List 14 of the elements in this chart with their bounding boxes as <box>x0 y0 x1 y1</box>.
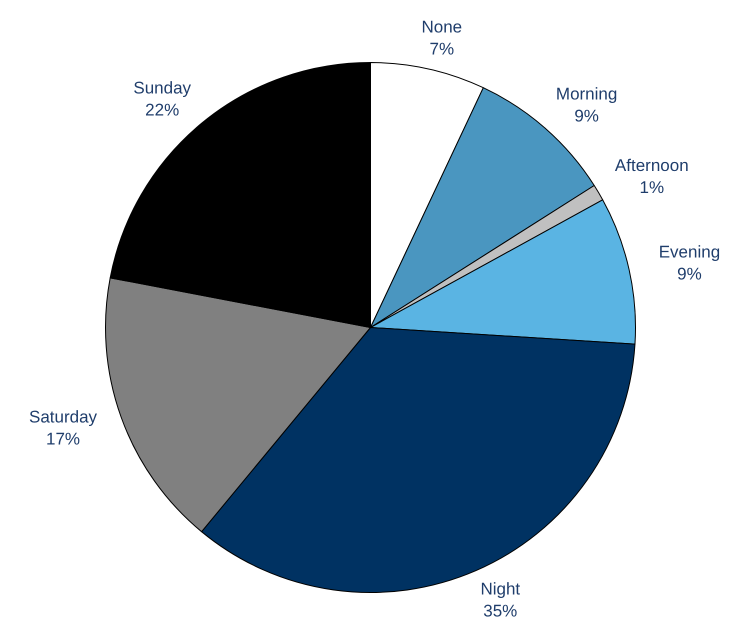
data-label: 1% <box>640 178 664 197</box>
slice-label: Night <box>480 579 520 598</box>
data-label: 9% <box>677 264 702 284</box>
slice-label: None <box>421 17 462 36</box>
data-label: 17% <box>46 430 80 449</box>
slice-label: Afternoon <box>614 156 689 175</box>
slice-label: Evening <box>658 242 720 262</box>
data-label: 22% <box>145 100 180 120</box>
slice-label: Morning <box>556 84 618 104</box>
slice-label: Saturday <box>29 408 98 427</box>
data-label: 9% <box>574 106 599 126</box>
data-label: 7% <box>430 39 454 58</box>
data-label: 35% <box>483 601 518 620</box>
slice-label: Sunday <box>133 78 192 98</box>
